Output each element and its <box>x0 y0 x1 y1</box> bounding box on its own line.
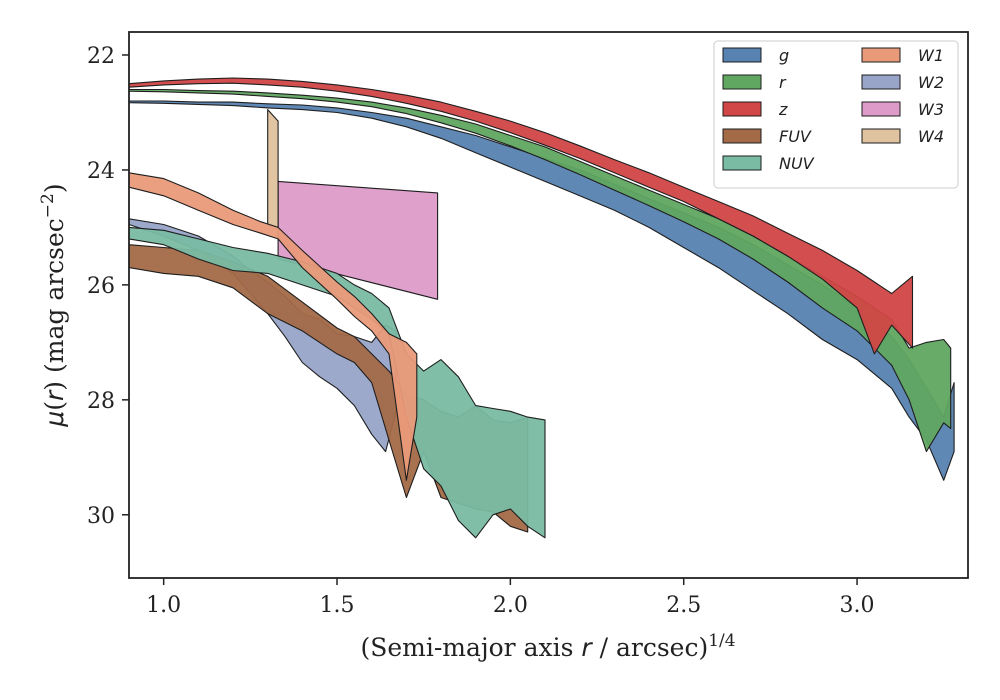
legend-swatch-w1 <box>861 47 901 63</box>
x-tick-label: 2.0 <box>493 593 528 618</box>
plot-frame <box>128 31 969 579</box>
y-tick-label: 30 <box>87 504 115 529</box>
y-axis-label: μ(r) (mag arcsec−2) <box>38 183 69 427</box>
legend-label-r: r <box>779 73 787 92</box>
y-tick-label: 26 <box>87 274 115 299</box>
legend-swatch-nuv <box>722 155 762 171</box>
legend-label-w2: W2 <box>918 73 944 92</box>
series-band-nuv <box>128 226 546 539</box>
legend: grz FUV NUV W1 W2 W3 W4 <box>713 40 959 189</box>
legend-swatch-w4 <box>861 128 901 144</box>
series-band-z <box>128 77 914 355</box>
x-tick-label: 1.5 <box>320 593 355 618</box>
ticks-layer: 1.0 1.5 2.0 2.5 3.0 22 24 26 28 30 <box>87 44 875 618</box>
x-tick-label: 2.5 <box>666 593 701 618</box>
legend-label-z: z <box>778 100 788 119</box>
legend-label-w4: W4 <box>918 127 944 146</box>
x-tick-label: 3.0 <box>840 593 875 618</box>
series-band-r <box>128 88 952 453</box>
series-band-w4 <box>267 109 279 228</box>
series-band-w1 <box>128 172 418 481</box>
series-layer <box>128 77 955 539</box>
legend-label-fuv: FUV <box>779 127 812 146</box>
y-tick-label: 22 <box>87 44 115 69</box>
legend-swatch-r <box>722 74 762 90</box>
legend-label-g: g <box>779 46 789 65</box>
legend-label-nuv: NUV <box>779 154 815 173</box>
legend-swatch-fuv <box>722 128 762 144</box>
legend-label-w1: W1 <box>918 46 944 65</box>
series-band-g <box>128 100 955 481</box>
legend-swatch-w3 <box>861 101 901 117</box>
legend-label-w3: W3 <box>918 100 944 119</box>
legend-swatch-w2 <box>861 74 901 90</box>
x-tick-label: 1.0 <box>146 593 181 618</box>
legend-swatch-z <box>722 101 762 117</box>
y-tick-label: 28 <box>87 389 115 414</box>
x-axis-label: (Semi-major axis r / arcsec)1/4 <box>360 631 735 662</box>
legend-swatch-g <box>722 47 762 63</box>
y-tick-label: 24 <box>87 159 115 184</box>
